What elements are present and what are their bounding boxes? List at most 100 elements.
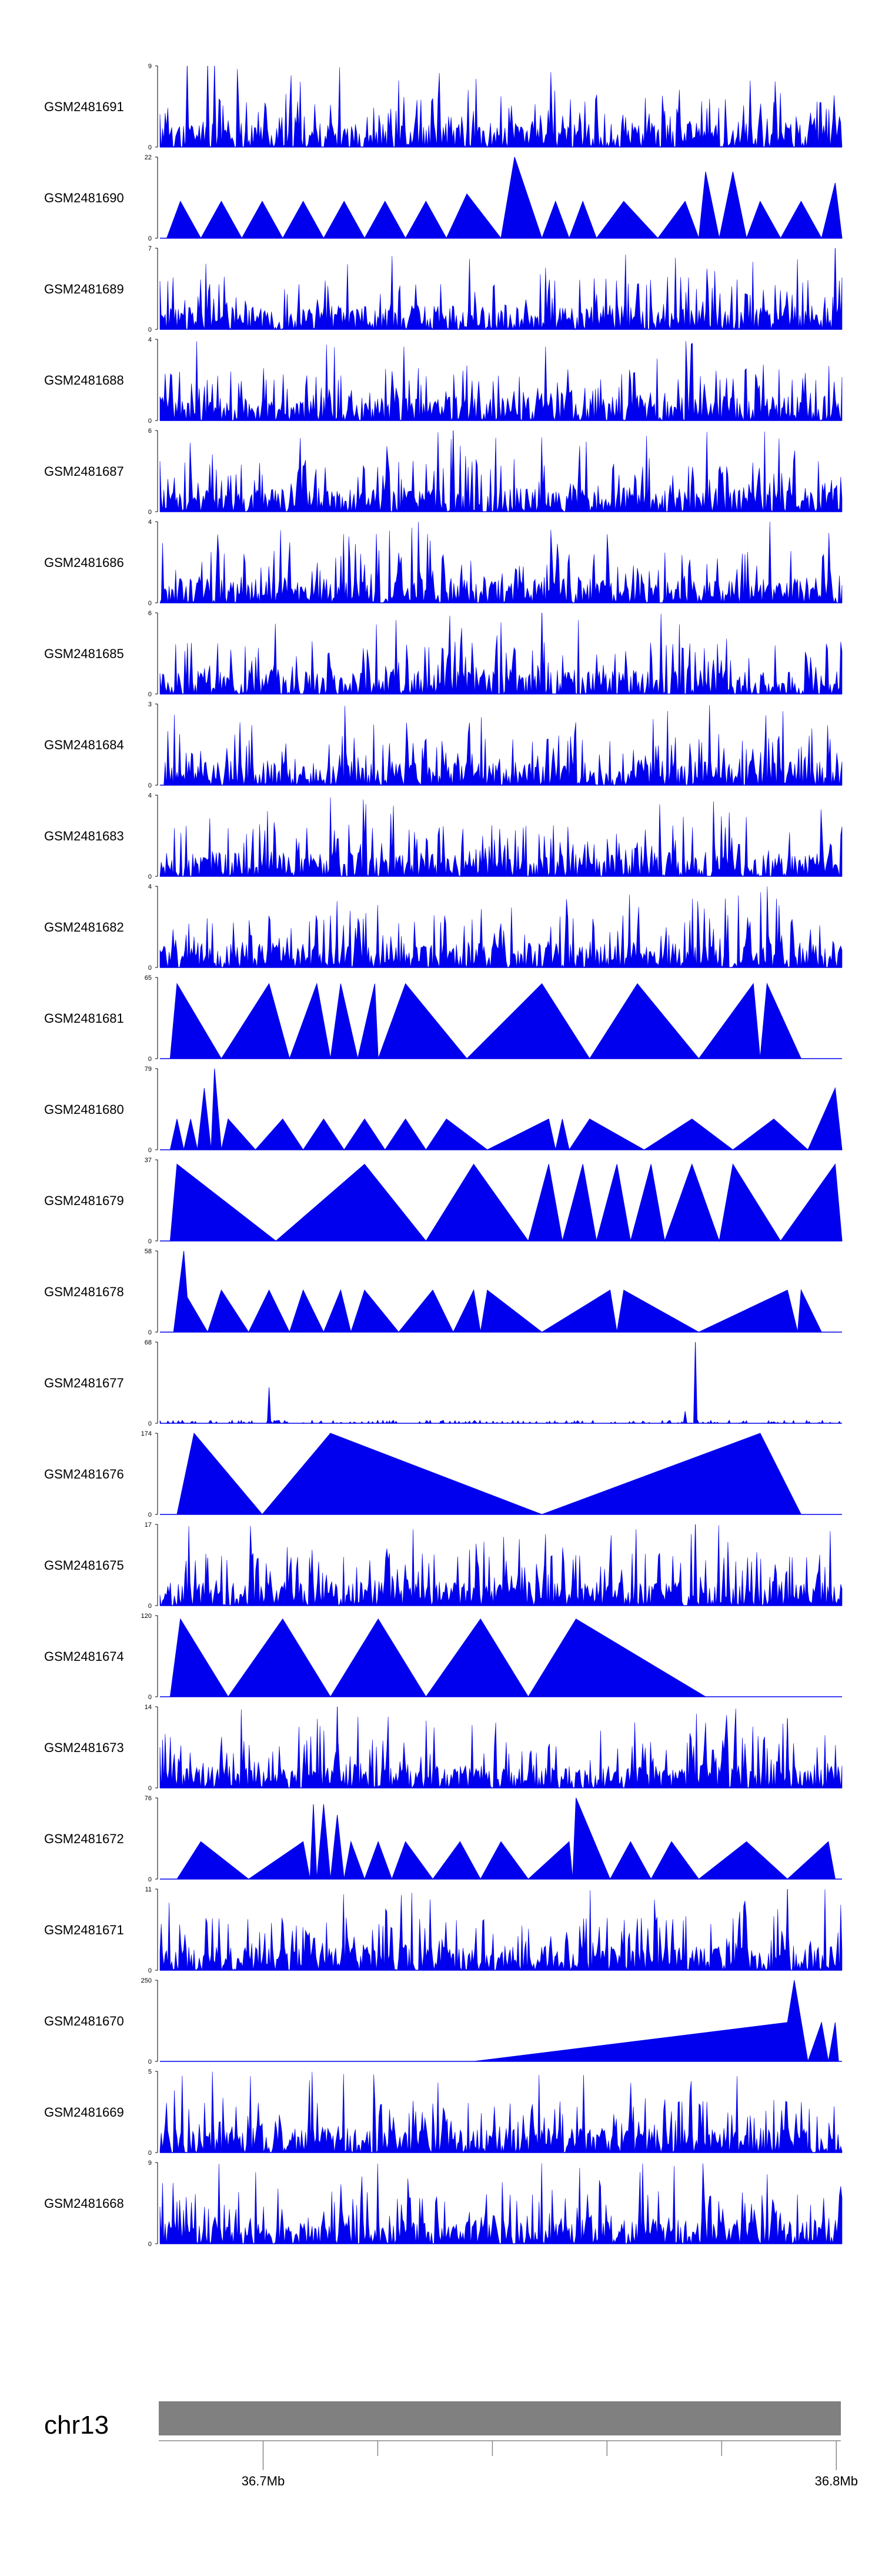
coverage-peak [267, 1387, 272, 1424]
y-min-label: 0 [148, 1876, 152, 1883]
coverage-peak [703, 1567, 708, 1606]
y-max-label: 4 [148, 519, 152, 526]
y-max-label: 58 [145, 1248, 152, 1255]
track: GSM2481674 120 0 [44, 1613, 842, 1701]
track-label: GSM2481672 [44, 1831, 124, 1846]
track: GSM2481676 174 0 [44, 1430, 842, 1519]
track-label: GSM2481674 [44, 1649, 124, 1664]
y-max-label: 174 [141, 1430, 152, 1437]
track-label: GSM2481671 [44, 1923, 124, 1937]
track-label: GSM2481668 [44, 2196, 124, 2211]
coverage-peak [785, 1888, 790, 1971]
track: GSM2481686 4 0 [44, 519, 843, 607]
track-label: GSM2481683 [44, 829, 124, 843]
y-min-label: 0 [148, 418, 152, 425]
y-max-label: 37 [145, 1157, 152, 1164]
coverage-peak [212, 65, 217, 148]
y-max-label: 6 [148, 610, 152, 617]
y-min-label: 0 [148, 509, 152, 516]
track: GSM2481684 3 0 [44, 701, 843, 789]
coverage-area [159, 254, 843, 330]
track: GSM2481683 4 0 [44, 792, 843, 880]
y-max-label: 9 [148, 63, 152, 70]
y-min-label: 0 [148, 1056, 152, 1063]
y-max-label: 68 [145, 1339, 152, 1346]
track-label: GSM2481681 [44, 1011, 124, 1026]
track: GSM2481673 14 0 [44, 1704, 843, 1792]
track-label: GSM2481675 [44, 1558, 124, 1573]
track-label: GSM2481677 [44, 1376, 124, 1390]
track-label: GSM2481670 [44, 2014, 124, 2028]
coverage-area [159, 1525, 843, 1607]
y-max-label: 4 [148, 883, 152, 890]
coverage-peak [451, 430, 456, 512]
coverage-peak [693, 1524, 698, 1606]
track-label: GSM2481673 [44, 1740, 124, 1755]
track-label: GSM2481686 [44, 555, 124, 570]
coverage-peak [540, 612, 544, 695]
y-min-label: 0 [148, 1967, 152, 1974]
y-max-label: 76 [145, 1795, 152, 1802]
track-label: GSM2481680 [44, 1102, 124, 1117]
position-tick-label: 36.7Mb [242, 2474, 285, 2488]
coverage-area [159, 1419, 842, 1424]
coverage-area [159, 431, 843, 512]
track: GSM2481682 4 0 [44, 883, 843, 972]
chromosome-label: chr13 [44, 2411, 109, 2440]
y-max-label: 79 [145, 1066, 152, 1073]
track-label: GSM2481689 [44, 282, 124, 296]
y-max-label: 11 [145, 1886, 152, 1893]
track: GSM2481675 17 0 [44, 1521, 843, 1610]
coverage-area [169, 982, 802, 1060]
coverage-peak [833, 248, 837, 330]
y-max-label: 6 [148, 428, 152, 435]
track: GSM2481672 76 0 [44, 1795, 842, 1883]
coverage-area [159, 341, 843, 422]
y-min-label: 0 [148, 1238, 152, 1245]
y-min-label: 0 [148, 1329, 152, 1336]
track: GSM2481669 5 0 [44, 2068, 843, 2157]
track: GSM2481677 68 0 [44, 1339, 842, 1427]
coverage-area [159, 886, 843, 969]
coverage-area [169, 1068, 843, 1151]
y-max-label: 17 [145, 1521, 152, 1529]
y-min-label: 0 [148, 2058, 152, 2066]
track-label: GSM2481684 [44, 738, 124, 752]
track: GSM2481670 250 0 [44, 1977, 842, 2066]
coverage-peak [335, 1706, 340, 1788]
track-label: GSM2481676 [44, 1467, 124, 1481]
track-label: GSM2481687 [44, 464, 124, 479]
y-min-label: 0 [148, 965, 152, 972]
track: GSM2481680 79 0 [44, 1066, 843, 1154]
chromosome-ideogram: chr13 36.7Mb 36.8Mb [44, 2401, 858, 2488]
track-label: GSM2481691 [44, 99, 124, 114]
track-label: GSM2481682 [44, 920, 124, 935]
y-max-label: 3 [148, 701, 152, 708]
coverage-peak [205, 65, 210, 148]
coverage-area [166, 156, 843, 239]
track: GSM2481679 37 0 [44, 1157, 843, 1245]
track: GSM2481690 22 0 [44, 154, 843, 242]
coverage-area [169, 1163, 843, 1242]
coverage-area [176, 1797, 836, 1880]
y-min-label: 0 [148, 235, 152, 242]
coverage-peak [205, 1557, 210, 1606]
y-max-label: 9 [148, 2160, 152, 2167]
y-min-label: 0 [148, 1511, 152, 1519]
track: GSM2481678 58 0 [44, 1248, 842, 1336]
coverage-peak [693, 1342, 698, 1424]
y-min-label: 0 [148, 600, 152, 607]
track-label: GSM2481679 [44, 1193, 124, 1208]
y-min-label: 0 [148, 2150, 152, 2157]
coverage-area [159, 67, 843, 148]
y-max-label: 7 [148, 245, 152, 252]
coverage-area [159, 522, 843, 604]
coverage-peak [662, 111, 667, 148]
coverage-peak [771, 102, 776, 148]
track: GSM2481687 6 0 [44, 428, 843, 516]
coverage-area [159, 797, 843, 877]
y-min-label: 0 [148, 691, 152, 698]
track: GSM2481688 4 0 [44, 336, 843, 425]
y-min-label: 0 [148, 1147, 152, 1154]
